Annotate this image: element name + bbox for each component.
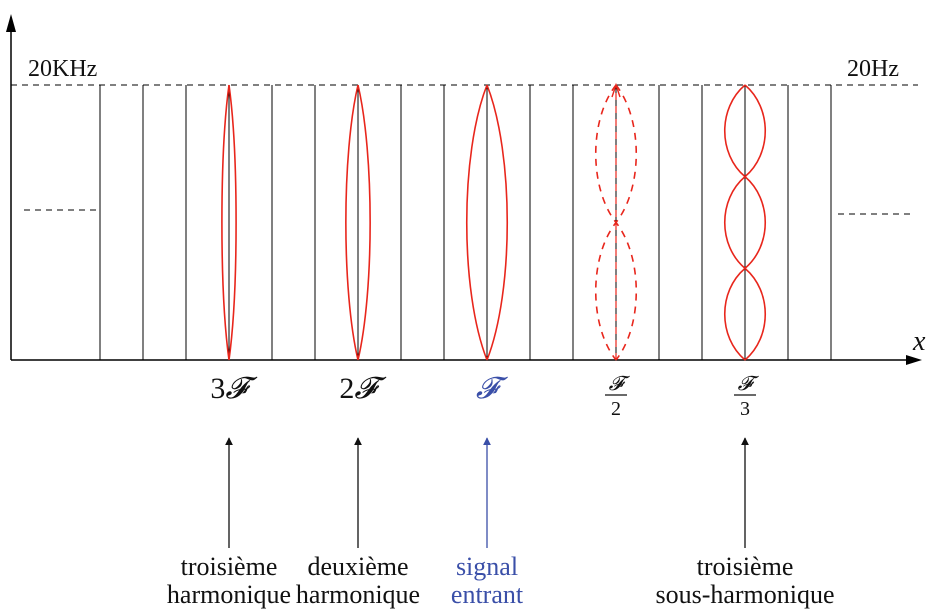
label-prefix: 2: [339, 372, 354, 405]
wave-curve-third-subharmonic: [724, 84, 747, 361]
wave-curve-input-signal: [486, 84, 508, 361]
caption-line-input-signal: signal: [456, 552, 518, 581]
up-arrow-icon: [611, 82, 621, 98]
vertical-guides: [99, 85, 832, 360]
caption-line-second-harmonic: harmonique: [296, 580, 420, 609]
waves: [221, 82, 766, 361]
caption-line-third-harmonic: harmonique: [167, 580, 291, 609]
label-symbol: 𝓕: [225, 372, 258, 405]
caption-line-third-harmonic: troisième: [181, 552, 278, 581]
wave-curve-third-harmonic: [221, 84, 230, 361]
caption-line-third-subharmonic: sous-harmonique: [655, 580, 834, 609]
label-symbol: 𝓕: [354, 372, 387, 405]
caption-line-third-subharmonic: troisième: [697, 552, 794, 581]
label-numerator-third-subharmonic: 𝓕: [738, 373, 760, 395]
y-axis-arrow-icon: [6, 14, 16, 32]
low-frequency-label: 20Hz: [847, 56, 899, 82]
label-numerator-second-subharmonic: 𝓕: [609, 373, 631, 395]
label-prefix: 3: [210, 372, 225, 405]
label-symbol: 𝓕: [476, 372, 509, 405]
wave-curve-third-harmonic: [228, 84, 237, 361]
x-axis-arrow-icon: [906, 355, 922, 365]
wave-curve-third-subharmonic: [743, 84, 766, 361]
label-third-harmonic: 3𝓕: [210, 372, 258, 405]
label-input-signal: 𝓕: [476, 372, 509, 405]
wave-curve-second-subharmonic: [614, 84, 637, 361]
wave-curve-input-signal: [466, 84, 488, 361]
wave-curve-second-harmonic: [345, 84, 359, 361]
wave-curve-second-harmonic: [357, 84, 371, 361]
label-denominator-second-subharmonic: 2: [611, 398, 621, 420]
captions: troisièmeharmoniquedeuxièmeharmoniquesig…: [167, 552, 835, 609]
high-frequency-label: 20KHz: [28, 56, 97, 82]
label-second-harmonic: 2𝓕: [339, 372, 387, 405]
caption-arrows: [225, 437, 749, 548]
wave-curve-second-subharmonic: [595, 84, 618, 361]
caption-line-input-signal: entrant: [451, 580, 524, 609]
x-axis-label: x: [912, 326, 926, 357]
label-denominator-third-subharmonic: 3: [740, 398, 750, 420]
caption-line-second-harmonic: deuxième: [307, 552, 408, 581]
